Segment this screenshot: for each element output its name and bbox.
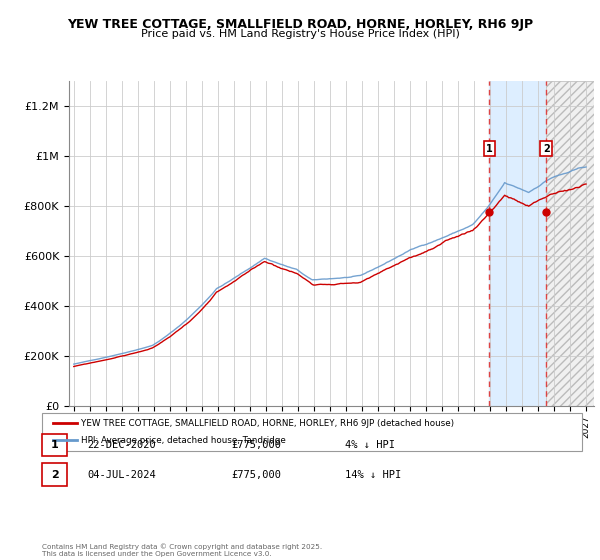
- Text: 22-DEC-2020: 22-DEC-2020: [87, 440, 156, 450]
- Text: £775,000: £775,000: [231, 470, 281, 480]
- Text: 2: 2: [51, 470, 58, 480]
- Text: YEW TREE COTTAGE, SMALLFIELD ROAD, HORNE, HORLEY, RH6 9JP (detached house): YEW TREE COTTAGE, SMALLFIELD ROAD, HORNE…: [81, 419, 454, 428]
- Text: Price paid vs. HM Land Registry's House Price Index (HPI): Price paid vs. HM Land Registry's House …: [140, 29, 460, 39]
- Text: Contains HM Land Registry data © Crown copyright and database right 2025.
This d: Contains HM Land Registry data © Crown c…: [42, 544, 322, 557]
- Text: 4% ↓ HPI: 4% ↓ HPI: [345, 440, 395, 450]
- Text: 2: 2: [543, 144, 550, 153]
- Text: HPI: Average price, detached house, Tandridge: HPI: Average price, detached house, Tand…: [81, 436, 286, 445]
- Text: 14% ↓ HPI: 14% ↓ HPI: [345, 470, 401, 480]
- Text: 1: 1: [51, 440, 58, 450]
- Text: 04-JUL-2024: 04-JUL-2024: [87, 470, 156, 480]
- Bar: [546, 81, 594, 406]
- Bar: [490, 81, 546, 406]
- Text: YEW TREE COTTAGE, SMALLFIELD ROAD, HORNE, HORLEY, RH6 9JP: YEW TREE COTTAGE, SMALLFIELD ROAD, HORNE…: [67, 18, 533, 31]
- Text: 1: 1: [486, 144, 493, 153]
- Text: £775,000: £775,000: [231, 440, 281, 450]
- Bar: [546, 81, 594, 406]
